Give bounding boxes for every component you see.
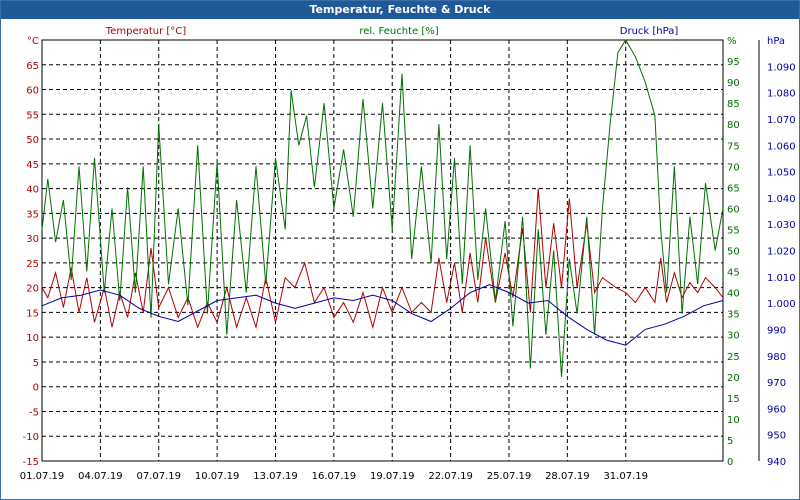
pressure-tick-label: 990 (767, 325, 786, 336)
temp-tick-label: -5 (29, 407, 39, 418)
temp-axis-unit: °C (27, 36, 39, 47)
humidity-tick-label: 35 (727, 310, 740, 321)
series-line-humidity (41, 39, 724, 377)
legend-pressure: Druck [hPa] (620, 26, 679, 37)
humidity-tick-label: 55 (727, 225, 740, 236)
humidity-tick-label: 85 (727, 99, 740, 110)
x-tick-label: 13.07.19 (253, 471, 298, 482)
temp-tick-label: 60 (26, 86, 39, 97)
pressure-tick-label: 1.080 (767, 89, 796, 100)
temp-tick-label: 45 (26, 160, 39, 171)
pressure-tick-label: 1.030 (767, 220, 796, 231)
temp-tick-label: 50 (26, 135, 39, 146)
legend-humidity: rel. Feuchte [%] (359, 26, 438, 37)
pressure-tick-label: 1.010 (767, 273, 796, 284)
pressure-tick-label: 980 (767, 352, 786, 363)
pressure-tick-label: 1.060 (767, 141, 796, 152)
plot-area (41, 39, 724, 462)
pressure-tick-label: 970 (767, 378, 786, 389)
humidity-tick-label: 80 (727, 120, 740, 131)
x-tick-label: 28.07.19 (545, 471, 590, 482)
temp-tick-label: 35 (26, 209, 39, 220)
series-line-temperature (41, 188, 724, 330)
humidity-tick-label: 70 (727, 162, 740, 173)
series-line-pressure (41, 284, 724, 346)
temp-tick-label: 25 (26, 259, 39, 270)
humidity-tick-label: 75 (727, 141, 740, 152)
humidity-tick-label: 60 (727, 204, 740, 215)
humidity-tick-label: 90 (727, 78, 740, 89)
pressure-axis-unit: hPa (767, 36, 785, 47)
x-tick-label: 31.07.19 (603, 471, 648, 482)
temp-tick-label: 10 (26, 333, 39, 344)
humidity-tick-label: 10 (727, 415, 740, 426)
pressure-tick-label: 1.070 (767, 115, 796, 126)
x-tick-label: 07.07.19 (136, 471, 181, 482)
temp-tick-label: 40 (26, 185, 39, 196)
temp-tick-label: 30 (26, 234, 39, 245)
humidity-tick-label: 20 (727, 373, 740, 384)
x-tick-label: 25.07.19 (487, 471, 532, 482)
humidity-tick-label: 45 (727, 268, 740, 279)
pressure-tick-label: 1.000 (767, 299, 796, 310)
pressure-tick-label: 1.020 (767, 247, 796, 258)
x-tick-label: 16.07.19 (312, 471, 357, 482)
humidity-tick-label: 5 (727, 436, 733, 447)
pressure-tick-label: 950 (767, 431, 786, 442)
chart-title: Temperatur, Feuchte & Druck (309, 3, 491, 16)
pressure-tick-label: 1.090 (767, 62, 796, 73)
temp-tick-label: 20 (26, 284, 39, 295)
x-tick-label: 10.07.19 (195, 471, 240, 482)
temp-tick-label: 55 (26, 110, 39, 121)
pressure-tick-label: 1.040 (767, 194, 796, 205)
humidity-tick-label: 65 (727, 183, 740, 194)
temp-tick-label: 0 (33, 383, 39, 394)
title-bar: Temperatur, Feuchte & Druck (1, 1, 799, 19)
x-tick-label: 01.07.19 (20, 471, 65, 482)
temp-tick-label: 15 (26, 308, 39, 319)
humidity-axis-unit: % (727, 36, 737, 47)
x-tick-label: 04.07.19 (78, 471, 123, 482)
humidity-tick-label: 50 (727, 247, 740, 258)
legend-temperature: Temperatur [°C] (105, 26, 186, 37)
humidity-tick-label: 25 (727, 352, 740, 363)
temp-tick-label: 65 (26, 61, 39, 72)
humidity-tick-label: 0 (727, 457, 733, 468)
humidity-tick-label: 30 (727, 331, 740, 342)
temp-tick-label: 5 (33, 358, 39, 369)
pressure-tick-label: 940 (767, 457, 786, 468)
x-tick-label: 19.07.19 (370, 471, 415, 482)
pressure-tick-label: 960 (767, 404, 786, 415)
pressure-tick-label: 1.050 (767, 168, 796, 179)
humidity-tick-label: 40 (727, 289, 740, 300)
humidity-tick-label: 95 (727, 57, 740, 68)
temp-tick-label: -10 (23, 432, 39, 443)
temp-tick-label: -15 (23, 457, 39, 468)
humidity-tick-label: 15 (727, 394, 740, 405)
x-tick-label: 22.07.19 (428, 471, 473, 482)
